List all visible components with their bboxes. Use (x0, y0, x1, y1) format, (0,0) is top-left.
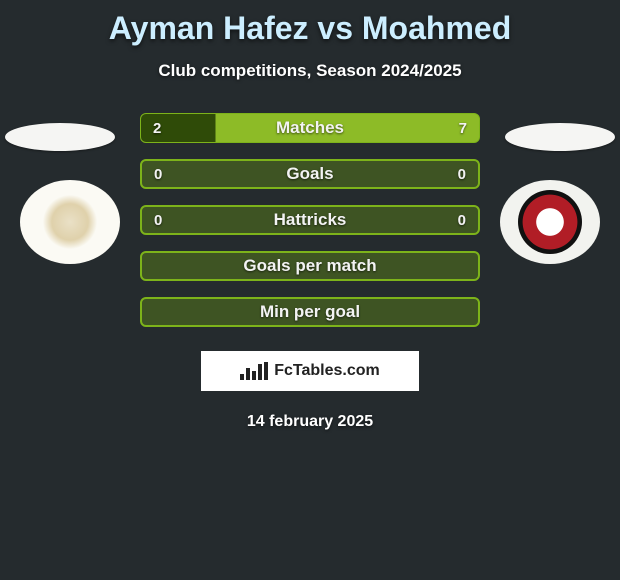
player-left-avatar (5, 123, 115, 151)
player-right-avatar (505, 123, 615, 151)
stat-bar-goals-per-match: Goals per match (140, 251, 480, 281)
brand-watermark: FcTables.com (201, 351, 419, 391)
stat-label: Goals per match (243, 256, 376, 276)
stat-label: Hattricks (274, 210, 347, 230)
club-left-badge (20, 180, 120, 264)
stat-label: Min per goal (260, 302, 360, 322)
comparison-subtitle: Club competitions, Season 2024/2025 (0, 61, 620, 81)
stats-bars: Matches 2 7 Goals 0 0 Hattricks 0 0 Goals per mat… (140, 113, 480, 327)
stat-right-value: 0 (458, 212, 466, 229)
stat-label: Matches (276, 118, 344, 138)
stat-bar-goals: Goals 0 0 (140, 159, 480, 189)
stat-left-value: 2 (153, 120, 161, 137)
stat-bar-matches: Matches 2 7 (140, 113, 480, 143)
club-right-badge (500, 180, 600, 264)
stat-label: Goals (286, 164, 333, 184)
stat-bar-min-per-goal: Min per goal (140, 297, 480, 327)
snapshot-date: 14 february 2025 (0, 413, 620, 431)
club-right-logo (518, 190, 582, 254)
stat-right-value: 7 (459, 120, 467, 137)
stat-left-value: 0 (154, 212, 162, 229)
stat-right-value: 0 (458, 166, 466, 183)
bars-chart-icon (240, 362, 268, 380)
stat-left-value: 0 (154, 166, 162, 183)
club-left-logo (38, 190, 102, 254)
brand-text: FcTables.com (274, 362, 380, 380)
stat-bar-hattricks: Hattricks 0 0 (140, 205, 480, 235)
comparison-title: Ayman Hafez vs Moahmed (0, 0, 620, 47)
